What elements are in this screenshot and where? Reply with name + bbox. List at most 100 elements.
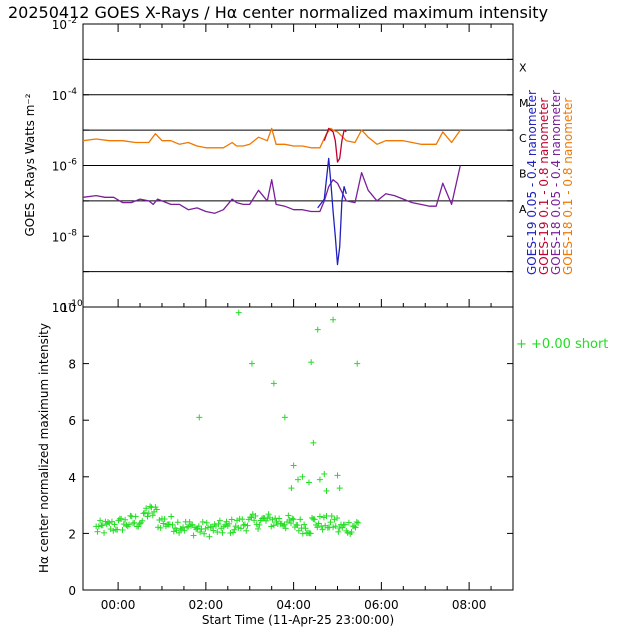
chart-title: 20250412 GOES X-Rays / Hα center normali…	[8, 3, 548, 22]
halpha-point	[330, 524, 337, 531]
halpha-point	[234, 517, 241, 524]
halpha-point	[111, 521, 118, 528]
halpha-outlier-point	[334, 472, 341, 479]
halpha-point	[131, 519, 138, 526]
halpha-point	[118, 515, 125, 522]
xray-series	[82, 127, 461, 266]
x-tick-label: 04:00	[276, 598, 311, 612]
series-line	[82, 165, 461, 214]
halpha-outlier-point	[235, 309, 242, 316]
halpha-point	[126, 521, 133, 528]
y-tick-label: 4	[68, 471, 76, 485]
halpha-point	[334, 515, 341, 522]
y-tick-label: 0	[68, 584, 76, 598]
y-tick-exponent: -2	[68, 16, 77, 26]
halpha-point	[153, 506, 160, 513]
halpha-point	[110, 527, 117, 534]
halpha-point	[335, 528, 342, 535]
halpha-point	[139, 517, 146, 524]
bottom-y-ticks: 0 2 4 6 8 10	[61, 301, 513, 598]
halpha-point	[281, 521, 288, 528]
x-tick-label: 06:00	[364, 598, 399, 612]
halpha-point	[248, 514, 255, 521]
halpha-point	[339, 524, 346, 531]
halpha-point	[205, 524, 212, 531]
legend-entry: GOES-18 0.05 - 0.4 nanometer	[549, 90, 563, 275]
halpha-point	[222, 521, 229, 528]
halpha-point	[136, 520, 143, 527]
halpha-point	[231, 526, 238, 533]
y-tick-label: 10	[52, 301, 67, 315]
halpha-outlier-point	[305, 479, 312, 486]
halpha-point	[214, 529, 221, 536]
halpha-outlier-point	[310, 439, 317, 446]
top-y-axis-label: GOES X-Rays Watts m⁻²	[23, 93, 37, 236]
halpha-point	[123, 522, 130, 529]
flare-class-label: X	[519, 61, 527, 74]
y-tick-label: 10	[52, 89, 67, 103]
halpha-point	[351, 523, 358, 530]
y-tick-label: 2	[68, 527, 76, 541]
legend-entry: GOES-19 0.05 - 0.4 nanometer	[525, 90, 539, 275]
halpha-point	[251, 517, 258, 524]
halpha-outlier-point	[281, 414, 288, 421]
halpha-point	[282, 525, 289, 532]
halpha-point	[316, 513, 323, 520]
halpha-outlier-point	[321, 470, 328, 477]
halpha-point	[237, 525, 244, 532]
halpha-point	[353, 519, 360, 526]
halpha-outlier-point	[299, 473, 306, 480]
halpha-point	[240, 522, 247, 529]
halpha-point	[144, 513, 151, 520]
halpha-point	[290, 516, 297, 523]
halpha-point	[227, 529, 234, 536]
halpha-point	[323, 512, 330, 519]
halpha-point	[169, 521, 176, 528]
halpha-point	[176, 529, 183, 536]
y-tick-exponent: -4	[68, 87, 77, 97]
halpha-point	[241, 521, 248, 528]
halpha-point	[203, 519, 210, 526]
halpha-point	[99, 522, 106, 529]
halpha-point	[115, 517, 122, 524]
halpha-panel: 0 2 4 6 8 10 00:00 02:00 04:00 06:00 08:00 Hα cen…	[37, 24, 608, 627]
halpha-point	[286, 517, 293, 524]
halpha-point	[311, 516, 318, 523]
flare-class-label: C	[519, 132, 527, 145]
halpha-point	[127, 512, 134, 519]
halpha-point	[168, 513, 175, 520]
halpha-point	[228, 516, 235, 523]
series-line	[323, 127, 347, 163]
halpha-point	[206, 533, 213, 540]
halpha-point	[243, 527, 250, 534]
halpha-point	[352, 524, 359, 531]
bottom-x-ticks: 00:00 02:00 04:00 06:00 08:00	[101, 24, 492, 612]
halpha-point	[265, 511, 272, 518]
halpha-point	[239, 516, 246, 523]
flare-class-label: M	[519, 97, 529, 110]
halpha-point	[160, 520, 167, 527]
halpha-point	[187, 522, 194, 529]
halpha-point	[320, 514, 327, 521]
halpha-point	[122, 516, 129, 523]
halpha-point	[189, 521, 196, 528]
halpha-point	[186, 518, 193, 525]
y-tick-label: 10	[52, 160, 67, 174]
halpha-outlier-point	[290, 462, 297, 469]
halpha-point	[149, 512, 156, 519]
flare-class-label: A	[519, 203, 527, 216]
halpha-outlier-point	[354, 360, 361, 367]
halpha-legend: + +0.00 short	[516, 337, 608, 352]
halpha-point	[216, 517, 223, 524]
halpha-point	[114, 526, 121, 533]
halpha-point	[215, 520, 222, 527]
halpha-point	[173, 527, 180, 534]
halpha-point	[299, 530, 306, 537]
halpha-point	[255, 525, 262, 532]
halpha-outlier-point	[336, 485, 343, 492]
halpha-point	[302, 525, 309, 532]
flare-class-labels: A B C M X	[519, 61, 529, 216]
y-tick-label: 6	[68, 414, 76, 428]
